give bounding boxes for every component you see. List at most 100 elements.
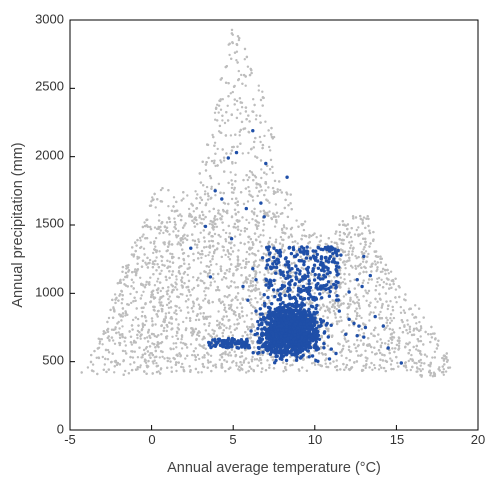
background-point bbox=[289, 227, 293, 231]
background-point bbox=[168, 321, 171, 324]
background-point bbox=[381, 353, 384, 356]
background-point bbox=[257, 84, 260, 87]
background-point bbox=[354, 293, 358, 296]
background-point bbox=[409, 307, 412, 310]
background-point bbox=[235, 116, 239, 120]
background-point bbox=[337, 320, 341, 323]
background-point bbox=[199, 231, 202, 234]
background-point bbox=[106, 328, 109, 332]
background-point bbox=[134, 299, 137, 302]
background-point bbox=[445, 357, 448, 360]
background-point bbox=[387, 304, 390, 307]
background-point bbox=[136, 333, 139, 337]
background-point bbox=[153, 343, 156, 346]
background-point bbox=[330, 240, 333, 244]
background-point bbox=[316, 313, 320, 317]
background-point bbox=[262, 234, 265, 237]
background-point bbox=[229, 325, 232, 328]
background-point bbox=[155, 362, 158, 365]
background-point bbox=[165, 329, 168, 333]
background-point bbox=[258, 114, 262, 118]
background-point bbox=[236, 262, 240, 265]
background-point bbox=[247, 114, 250, 117]
background-point bbox=[192, 252, 195, 256]
background-point bbox=[188, 212, 191, 216]
background-point bbox=[127, 263, 130, 267]
background-point bbox=[211, 300, 214, 304]
background-point bbox=[239, 112, 242, 115]
background-point bbox=[235, 50, 239, 53]
background-point bbox=[152, 297, 156, 300]
background-point bbox=[191, 310, 195, 313]
background-point bbox=[200, 217, 203, 221]
background-point bbox=[347, 287, 351, 290]
background-point bbox=[348, 324, 351, 327]
background-point bbox=[239, 191, 243, 194]
background-point bbox=[156, 344, 159, 347]
background-point bbox=[408, 328, 411, 331]
background-point bbox=[234, 286, 237, 289]
background-point bbox=[203, 317, 207, 320]
background-point bbox=[150, 291, 153, 294]
background-point bbox=[431, 356, 434, 359]
background-point bbox=[385, 321, 388, 324]
background-point bbox=[236, 145, 239, 148]
background-point bbox=[253, 263, 256, 266]
background-point bbox=[152, 198, 155, 201]
background-point bbox=[276, 190, 279, 193]
background-point bbox=[115, 331, 118, 335]
background-point bbox=[325, 357, 328, 360]
background-point bbox=[359, 339, 363, 342]
background-point bbox=[96, 347, 100, 350]
background-point bbox=[259, 121, 262, 124]
background-point bbox=[225, 326, 228, 330]
background-point bbox=[376, 261, 379, 264]
background-point bbox=[247, 328, 250, 331]
background-point bbox=[255, 238, 258, 242]
background-point bbox=[339, 368, 342, 371]
background-point bbox=[307, 242, 310, 245]
background-point bbox=[161, 355, 164, 358]
background-point bbox=[343, 223, 346, 226]
background-point bbox=[121, 349, 125, 353]
background-point bbox=[145, 263, 148, 266]
background-point bbox=[226, 119, 230, 122]
background-point bbox=[156, 291, 160, 294]
background-point bbox=[207, 194, 210, 198]
background-point bbox=[273, 253, 276, 256]
background-point bbox=[393, 350, 396, 354]
background-point bbox=[110, 336, 114, 339]
background-point bbox=[264, 369, 268, 372]
background-point bbox=[372, 230, 375, 234]
background-point bbox=[230, 197, 234, 201]
background-point bbox=[384, 369, 387, 373]
background-point bbox=[355, 360, 359, 363]
background-point bbox=[175, 278, 178, 281]
background-point bbox=[236, 318, 239, 321]
background-point bbox=[282, 238, 285, 242]
background-point bbox=[144, 302, 147, 305]
background-point bbox=[399, 305, 402, 309]
background-point bbox=[430, 336, 434, 339]
background-point bbox=[357, 226, 360, 229]
background-point bbox=[443, 354, 447, 358]
background-point bbox=[359, 214, 362, 218]
background-point bbox=[210, 369, 213, 373]
background-point bbox=[217, 182, 221, 186]
background-point bbox=[206, 198, 210, 201]
background-point bbox=[376, 300, 379, 303]
background-point bbox=[162, 329, 165, 332]
background-point bbox=[404, 293, 407, 296]
background-point bbox=[231, 41, 234, 44]
background-point bbox=[179, 265, 182, 268]
background-point bbox=[141, 353, 144, 357]
background-point bbox=[209, 281, 213, 284]
background-point bbox=[443, 363, 446, 366]
background-point bbox=[140, 283, 143, 286]
background-point bbox=[379, 338, 382, 341]
background-point bbox=[272, 212, 275, 215]
background-point bbox=[354, 264, 357, 268]
background-point bbox=[199, 272, 202, 275]
background-point bbox=[208, 231, 211, 234]
background-point bbox=[232, 85, 236, 88]
